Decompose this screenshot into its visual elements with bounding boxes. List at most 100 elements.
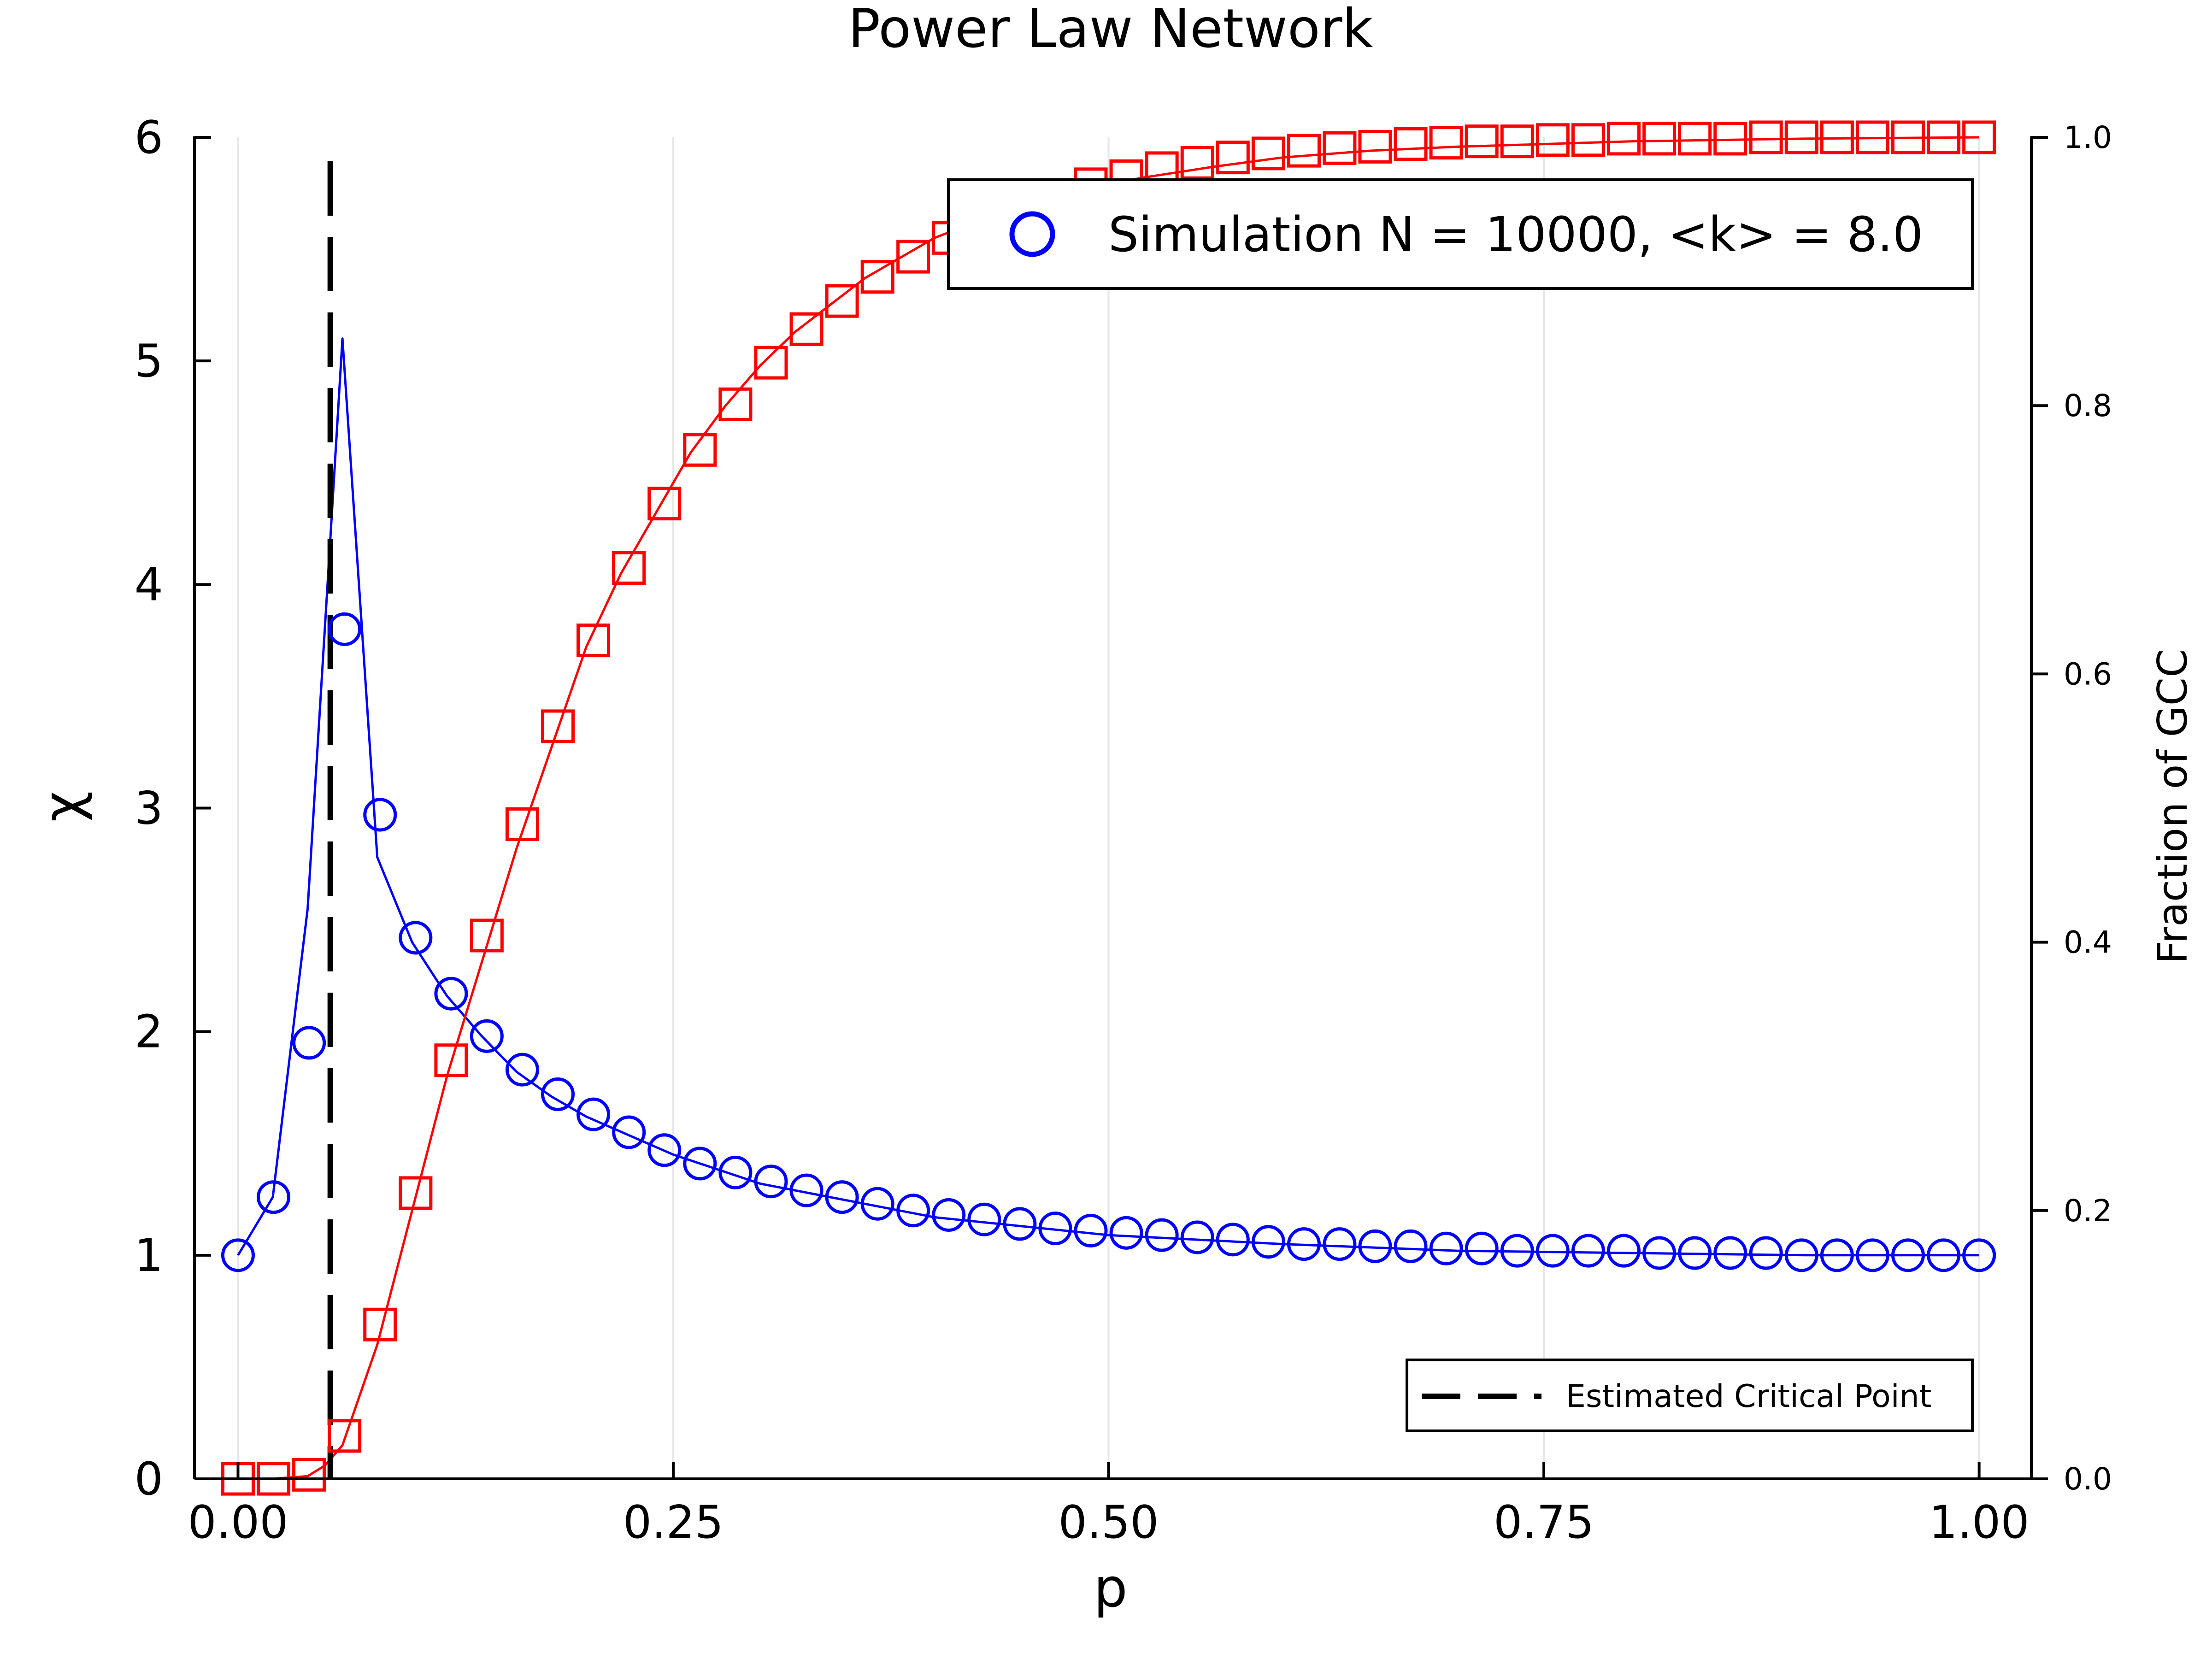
chi-marker xyxy=(577,1097,611,1131)
y2-tick-label: 0.2 xyxy=(2064,1193,2112,1229)
y2-tick-label: 0.4 xyxy=(2064,925,2112,960)
gcc-marker xyxy=(1713,122,1747,156)
chi-marker xyxy=(1429,1231,1463,1265)
chi-marker xyxy=(1713,1236,1747,1270)
y-tick-label: 2 xyxy=(135,1006,163,1059)
chi-marker xyxy=(612,1115,646,1149)
y-tick-label: 4 xyxy=(135,559,163,611)
x-tick-label: 1.00 xyxy=(1929,1496,2030,1549)
y-tick-label: 5 xyxy=(135,335,163,388)
chi-marker xyxy=(1038,1212,1072,1246)
tick-labels: 0 1 2 3 4 5 6 0.0 0.2 0.4 0.6 0.8 1.0 0.00 0.25 0.50 0.7… xyxy=(135,112,2112,1549)
chi-marker xyxy=(257,1180,291,1214)
x-axis-label: p xyxy=(1094,1557,1128,1619)
y2-tick-label: 0.8 xyxy=(2064,388,2112,424)
gcc-marker xyxy=(789,312,824,346)
gcc-marker xyxy=(292,1458,326,1492)
gcc-marker xyxy=(1962,120,1996,154)
y-tick-label: 0 xyxy=(135,1453,163,1506)
gcc-marker xyxy=(1500,124,1534,159)
chi-marker xyxy=(1891,1238,1925,1272)
gcc-marker xyxy=(1820,120,1854,154)
gcc-curve xyxy=(238,136,1979,1480)
gcc-marker xyxy=(399,1176,433,1210)
chi-marker xyxy=(434,977,468,1011)
chi-marker xyxy=(860,1187,894,1221)
y-tick-label: 6 xyxy=(135,112,163,164)
chi-marker xyxy=(1927,1238,1961,1272)
gcc-marker xyxy=(647,487,682,521)
gcc-marker xyxy=(1678,122,1712,156)
chi-marker xyxy=(1251,1225,1285,1259)
chi-marker xyxy=(1820,1238,1854,1272)
x-tick-label: 0.00 xyxy=(188,1496,288,1549)
gcc-marker xyxy=(860,260,894,294)
legend-simulation: Simulation N = 10000, <k> = 8.0 xyxy=(947,178,1974,290)
chi-marker xyxy=(1003,1207,1037,1241)
gcc-marker xyxy=(505,807,539,841)
chi-marker xyxy=(1465,1231,1499,1265)
x-tick-label: 0.75 xyxy=(1494,1496,1594,1549)
chi-marker xyxy=(328,612,362,646)
legend-simulation-box xyxy=(947,178,1974,290)
chi-marker xyxy=(399,921,433,955)
gcc-marker xyxy=(1251,136,1285,171)
chi-marker xyxy=(967,1202,1001,1236)
gcc-marker xyxy=(1535,123,1570,157)
chi-marker xyxy=(1323,1227,1357,1261)
chi-marker xyxy=(1749,1236,1783,1270)
gcc-marker xyxy=(328,1419,362,1453)
chi-marker xyxy=(470,1019,504,1053)
chi-marker xyxy=(932,1198,966,1232)
chi-marker xyxy=(1571,1234,1605,1268)
y2-axis-label: Fraction of GCC xyxy=(2149,649,2196,964)
chi-marker xyxy=(505,1053,539,1087)
x-tick-label: 0.25 xyxy=(623,1496,724,1549)
gcc-marker xyxy=(825,284,859,318)
legend-critical-point: Estimated Critical Point xyxy=(1406,1359,1974,1432)
gcc-marker xyxy=(1216,141,1250,175)
chi-marker xyxy=(1109,1216,1143,1250)
gcc-marker xyxy=(1323,131,1357,165)
gridlines xyxy=(237,137,1980,1479)
gcc-marker xyxy=(1642,122,1677,156)
chi-marker xyxy=(1358,1229,1392,1263)
gcc-marker xyxy=(1749,120,1783,154)
y-tick-label: 3 xyxy=(135,782,163,835)
chi-curve xyxy=(237,337,1979,1257)
y2-tick-label: 0.6 xyxy=(2064,656,2112,692)
chi-marker xyxy=(754,1165,788,1199)
chi-marker xyxy=(647,1133,682,1167)
chi-marker xyxy=(1500,1234,1534,1268)
plot-frame xyxy=(193,136,2033,1480)
chi-marker xyxy=(1287,1227,1321,1261)
gcc-marker xyxy=(1180,146,1214,180)
gcc-marker xyxy=(754,346,788,380)
chi-marker xyxy=(541,1077,575,1112)
y2-tick-label: 0.0 xyxy=(2064,1461,2112,1497)
gcc-marker xyxy=(1784,120,1818,154)
chi-marker xyxy=(1642,1236,1677,1270)
gcc-marker xyxy=(1394,127,1428,161)
gcc-marker xyxy=(577,624,611,658)
gcc-marker xyxy=(470,918,504,953)
gcc-marker xyxy=(718,387,753,421)
gcc-marker xyxy=(683,433,717,467)
gcc-marker xyxy=(1607,122,1641,156)
legend-critical-point-label: Estimated Critical Point xyxy=(1566,1378,1931,1415)
chi-marker xyxy=(1394,1229,1428,1263)
chi-marker xyxy=(1855,1238,1889,1272)
gcc-marker xyxy=(612,551,646,585)
gcc-marker xyxy=(1429,126,1463,160)
gcc-marker xyxy=(1571,123,1605,157)
gcc-marker xyxy=(1358,129,1392,164)
chi-marker xyxy=(1607,1234,1641,1268)
gcc-marker xyxy=(1287,134,1321,168)
chi-marker xyxy=(1180,1220,1214,1254)
gcc-marker xyxy=(1465,124,1499,159)
chi-marker xyxy=(1535,1234,1570,1268)
y-axis-label: χ xyxy=(32,791,94,822)
chi-marker xyxy=(1962,1238,1996,1272)
chi-marker xyxy=(1216,1223,1250,1257)
